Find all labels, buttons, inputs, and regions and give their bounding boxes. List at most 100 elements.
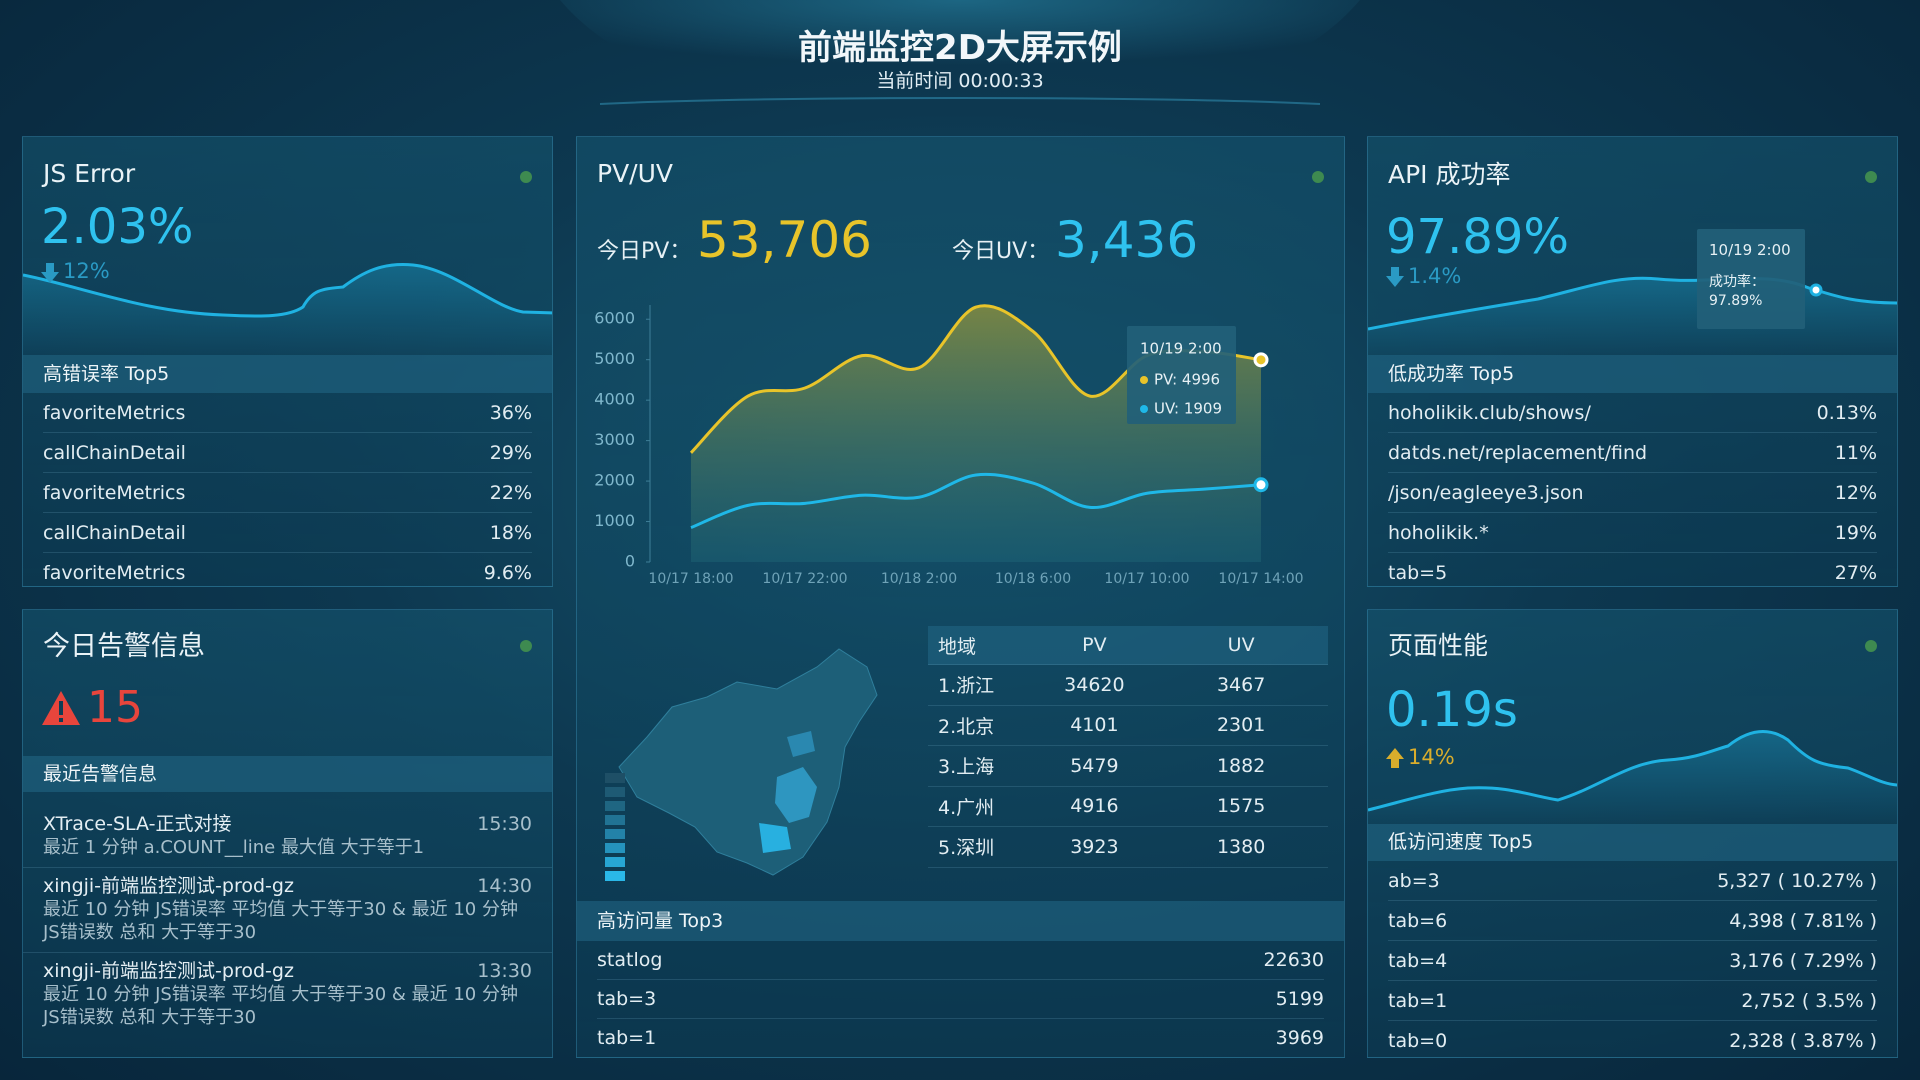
point [1253, 477, 1269, 493]
sparkline-dot [1809, 283, 1823, 297]
alert-name: XTrace-SLA-正式对接 [43, 813, 232, 835]
list: favoriteMetrics 36% callChainDetail 29% favo… [23, 393, 552, 586]
list-title: 低访问速度 Top5 [1368, 824, 1897, 861]
tooltip-value: 97.89% [1709, 293, 1763, 309]
header-glow [560, 0, 1360, 108]
table-cell: 5479 [1070, 754, 1119, 777]
status-dot [520, 171, 532, 183]
tooltip-swatch [1140, 376, 1148, 384]
row-name: hoholikik.club/shows/ [1388, 401, 1591, 424]
tooltip: 10/19 2:00 成功率： 97.89% [1697, 229, 1805, 329]
kpi-value: 2.03% [41, 199, 194, 255]
row-value: 19% [1834, 521, 1877, 544]
legend-step [605, 773, 625, 783]
row-name: statlog [597, 949, 663, 971]
legend-step [605, 815, 625, 825]
list-title: 最近告警信息 [23, 756, 552, 792]
row-value: 22630 [1263, 949, 1324, 971]
table-row: 1.浙江 34620 3467 [928, 665, 1328, 706]
panel-title: PV/UV [597, 159, 674, 188]
js-error-panel: JS Error 2.03% 12% 高错误率 Top5 favoriteMet… [22, 136, 553, 587]
map-region [759, 823, 791, 853]
alert-item: xingji-前端监控测试-prod-gz 14:30 最近 10 分钟 JS错误率… [23, 868, 552, 953]
x-tick-label: 10/18 6:00 [995, 571, 1071, 587]
row-name: tab=5 [1388, 561, 1448, 584]
tooltip-swatch [1140, 405, 1148, 413]
list-row: tab=1 2,752 ( 3.5% ) [1388, 981, 1877, 1021]
y-tick-label: 4000 [594, 390, 635, 409]
legend-step [605, 787, 625, 797]
tooltip-title: 10/19 2:00 [1709, 241, 1791, 259]
list-title: 高访问量 Top3 [577, 901, 1344, 941]
kpi-value: 97.89% [1386, 209, 1570, 265]
row-value: 3,176 ( 7.29% ) [1729, 949, 1877, 972]
row-name: tab=4 [1388, 949, 1448, 972]
row-name: hoholikik.* [1388, 521, 1489, 544]
row-name: callChainDetail [43, 521, 186, 544]
status-dot [1865, 171, 1877, 183]
column-header: 地域 [938, 635, 977, 658]
row-value: 9.6% [483, 561, 532, 584]
row-name: /json/eagleeye3.json [1388, 481, 1584, 504]
alert-time: 13:30 [477, 960, 532, 982]
row-value: 2,752 ( 3.5% ) [1741, 989, 1877, 1012]
row-name: ab=3 [1388, 869, 1440, 892]
list-title: 高错误率 Top5 [23, 355, 552, 393]
row-value: 0.13% [1816, 401, 1877, 424]
down-arrow [41, 263, 59, 283]
row-value: 29% [489, 441, 532, 464]
row-value: 5199 [1275, 988, 1324, 1010]
list-row: callChainDetail 29% [43, 433, 532, 473]
tooltip-label: 成功率： [1709, 274, 1765, 290]
table-cell: 34620 [1064, 673, 1125, 696]
alert-head: XTrace-SLA-正式对接 15:30 [43, 812, 532, 836]
warning-mark [59, 718, 63, 722]
perf-panel: 页面性能 0.19s 14% 低访问速度 Top5 ab=3 5,327 ( 10… [1367, 609, 1898, 1058]
status-dot [1865, 640, 1877, 652]
list-row: hoholikik.* 19% [1388, 513, 1877, 553]
down-arrow [1386, 267, 1404, 287]
list-row: /json/eagleeye3.json 12% [1388, 473, 1877, 513]
point [1253, 352, 1269, 368]
tooltip-item: UV: 1909 [1154, 400, 1222, 418]
line [690, 472, 1262, 530]
kpi-change: 1.4% [1408, 264, 1462, 288]
column-header: UV [1227, 634, 1255, 656]
row-name: tab=1 [1388, 989, 1448, 1012]
row-name: tab=3 [597, 988, 657, 1010]
list-row: tab=4 3,176 ( 7.29% ) [1388, 941, 1877, 981]
status-dot [520, 640, 532, 652]
legend-step [605, 871, 625, 881]
row-value: 4,398 ( 7.81% ) [1729, 909, 1877, 932]
region-table: 地域 PV UV 1.浙江 34620 3467 2.北京 4101 2301 3.上海 5479 1… [928, 626, 1328, 868]
list-row: tab=3 5199 [597, 980, 1324, 1019]
table-row: 4.广州 4916 1575 [928, 787, 1328, 827]
pvuv-chart: 0 1000 2000 3000 4000 5000 6000 10/17 18:00 10/1… [594, 304, 1304, 587]
table-cell: 3923 [1070, 835, 1119, 858]
panel-title: 今日告警信息 [43, 631, 205, 662]
list-row: tab=6 4,398 ( 7.81% ) [1388, 901, 1877, 941]
map-region [775, 767, 817, 823]
table-cell: 1380 [1216, 835, 1266, 858]
alert-head: xingji-前端监控测试-prod-gz 14:30 [43, 874, 532, 898]
table-cell: 1882 [1216, 754, 1266, 777]
alert-list: XTrace-SLA-正式对接 15:30 最近 1 分钟 a.COUNT__lin… [23, 806, 552, 1037]
row-value: 2,328 ( 3.87% ) [1729, 1029, 1877, 1052]
alert-desc: 最近 10 分钟 JS错误率 平均值 大于等于30 & 最近 10 分钟 JS错… [43, 984, 518, 1028]
table-cell: 2301 [1216, 714, 1266, 737]
x-tick-label: 10/17 18:00 [648, 571, 733, 587]
alert-item: XTrace-SLA-正式对接 15:30 最近 1 分钟 a.COUNT__lin… [23, 806, 552, 868]
row-name: tab=0 [1388, 1029, 1448, 1052]
list-row: hoholikik.club/shows/0.13% [1388, 393, 1877, 433]
pv-value: 53,706 [697, 211, 872, 269]
alert-desc: 最近 1 分钟 a.COUNT__line 最大值 大于等于1 [43, 837, 425, 858]
list-row: datds.net/replacement/find 11% [1388, 433, 1877, 473]
panel-title: JS Error [43, 159, 136, 188]
legend-step [605, 857, 625, 867]
header-line [599, 97, 1321, 105]
y-tick-label: 6000 [594, 309, 635, 328]
api-panel: 10/19 2:00 成功率： 97.89% API 成功率 97.89% 1.… [1367, 136, 1898, 587]
list-row: ab=3 5,327 ( 10.27% ) [1388, 861, 1877, 901]
list-row: tab=1 3969 [597, 1019, 1324, 1057]
